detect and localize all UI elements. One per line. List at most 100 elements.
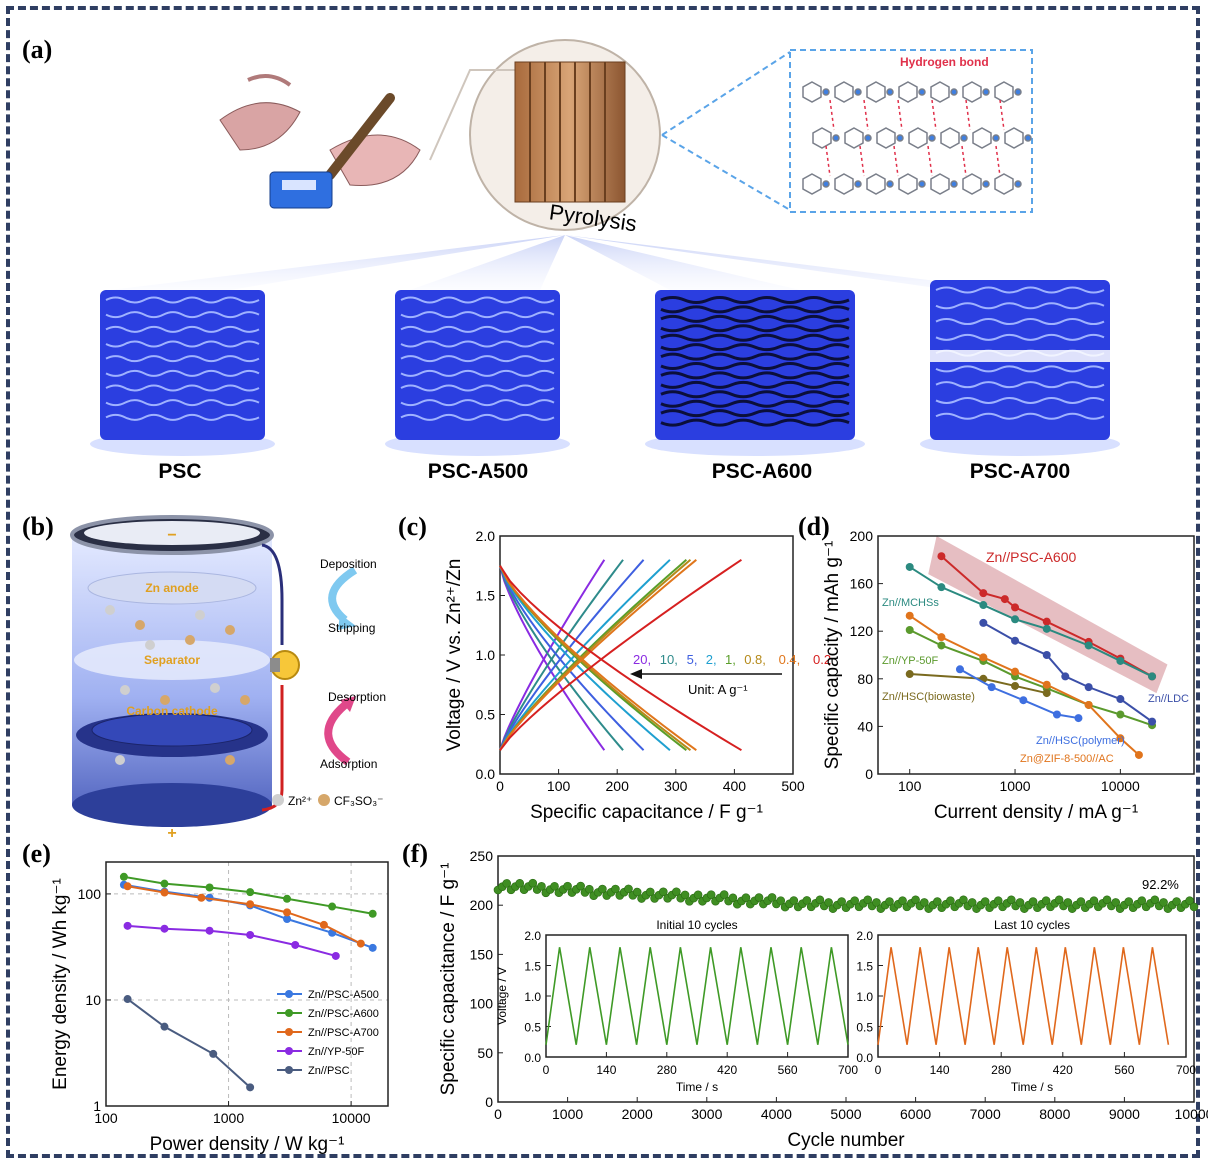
y-tick-label: 2.0 (476, 528, 496, 544)
cycle-point (1137, 896, 1147, 905)
cycle-point (802, 896, 812, 905)
structure-gap (925, 350, 1115, 362)
cycle-point (576, 881, 585, 891)
structure-pore (660, 418, 850, 427)
discharge-curve (499, 565, 624, 751)
legend-rate: 0.2 (813, 652, 831, 667)
cycle-point (1028, 897, 1038, 906)
molecule-ring (1004, 127, 1024, 149)
cycle-point (789, 896, 799, 905)
legend-marker (285, 1066, 293, 1074)
x-tick-label: 6000 (900, 1106, 931, 1122)
capacity-point (1011, 667, 1020, 676)
charge-curve (499, 559, 671, 751)
triflate-ion (160, 695, 170, 705)
capacity-point (905, 562, 914, 571)
structure-pore (400, 399, 555, 407)
hydrogen-bond-line (825, 145, 831, 177)
molecule-ring (844, 127, 864, 149)
x-tick-label: 1000 (213, 1110, 244, 1126)
nitrogen-atom (886, 88, 894, 96)
energy-point (246, 930, 255, 939)
battery-schematic: Zn anode Separator Carbon cathode − + (70, 515, 300, 842)
chart-c: 0 100 200 300 400 500 0.0 0.5 1.0 1.5 2.0 Specific … (444, 528, 831, 823)
cycle-point (537, 882, 546, 891)
cycle-point (850, 896, 860, 905)
x-tick-label: 1000 (999, 778, 1030, 794)
structure-pore (660, 343, 850, 352)
x-tick-label: 0 (496, 778, 504, 794)
y-tick-label: 100 (470, 996, 494, 1012)
series-label: Zn//HSC(biowaste) (882, 691, 975, 703)
capacity-point (937, 633, 946, 642)
x-tick-label: 3000 (691, 1106, 722, 1122)
structure-pore (400, 384, 555, 392)
legend-rate: 10, (660, 652, 678, 667)
hydrogen-bond-line (829, 99, 835, 131)
zn-ion (115, 755, 125, 765)
cycle-point (598, 884, 607, 894)
y-tick-label: 1.0 (476, 647, 496, 663)
nitrogen-atom (854, 88, 862, 96)
x-tick-label: 140 (930, 1063, 950, 1077)
capacity-point (1000, 595, 1009, 604)
capacity-point (937, 641, 946, 650)
legend-arrow-head (630, 669, 642, 679)
hydrogen-bond-line (995, 145, 1001, 177)
y-axis-label: Voltage / V vs. Zn²⁺/Zn (444, 559, 465, 752)
molecule-ring (898, 81, 918, 103)
series-label: Zn//PSC-A600 (986, 549, 1076, 565)
cycle-point (872, 898, 881, 907)
y-tick-label: 0 (485, 1094, 493, 1110)
nitrogen-atom (864, 134, 872, 142)
nitrogen-atom (950, 180, 958, 188)
molecule-ring (962, 173, 982, 195)
pencil-shavings-illustration (219, 74, 421, 209)
y-tick-label: 1 (93, 1098, 101, 1114)
structure-pore (660, 390, 850, 399)
nitrogen-atom (928, 134, 936, 142)
energy-point (368, 909, 377, 918)
x-tick-label: 560 (1114, 1063, 1134, 1077)
carbon-structures (90, 280, 1120, 456)
capacity-point (1011, 615, 1020, 624)
structure-pore (660, 399, 850, 408)
structure-pore (660, 314, 850, 323)
y-tick-label: 1.0 (856, 990, 873, 1004)
energy-point (246, 900, 255, 909)
legend-rate: 0.8, (744, 652, 766, 667)
molecule-ring (812, 127, 832, 149)
minus-terminal: − (167, 527, 176, 544)
capacity-line (909, 629, 1153, 727)
y-tick-label: 0.5 (524, 1021, 541, 1035)
energy-point (319, 920, 328, 929)
x-axis-label: Cycle number (787, 1130, 905, 1151)
plot-frame (877, 535, 1195, 775)
molecule-ring (972, 127, 992, 149)
cycle-point (741, 893, 751, 902)
energy-point (123, 921, 132, 930)
capacity-point (905, 611, 914, 620)
zn-ion (145, 640, 155, 650)
molecule-ring (908, 127, 928, 149)
desorption-label: Desorption (328, 690, 386, 704)
molecule-ring (898, 173, 918, 195)
structure-pore (660, 296, 850, 304)
capacity-point (1084, 641, 1093, 650)
legend-rate: 5, (687, 652, 698, 667)
hydrogen-bond-label: Hydrogen bond (900, 55, 989, 69)
hydrogen-bond-inset: Hydrogen bond (661, 49, 1033, 213)
x-tick-label: 200 (606, 778, 630, 794)
capacity-point (1042, 689, 1051, 698)
cycle-point (776, 896, 786, 905)
separator-label: Separator (144, 653, 200, 667)
cycle-point (1102, 895, 1112, 905)
cycle-point (885, 897, 894, 906)
cycle-point (863, 895, 873, 905)
nitrogen-atom (1024, 134, 1032, 142)
structure-pore (935, 381, 1105, 389)
cycle-point (1089, 896, 1099, 905)
energy-point (209, 1049, 218, 1058)
molecule-ring (994, 173, 1014, 195)
